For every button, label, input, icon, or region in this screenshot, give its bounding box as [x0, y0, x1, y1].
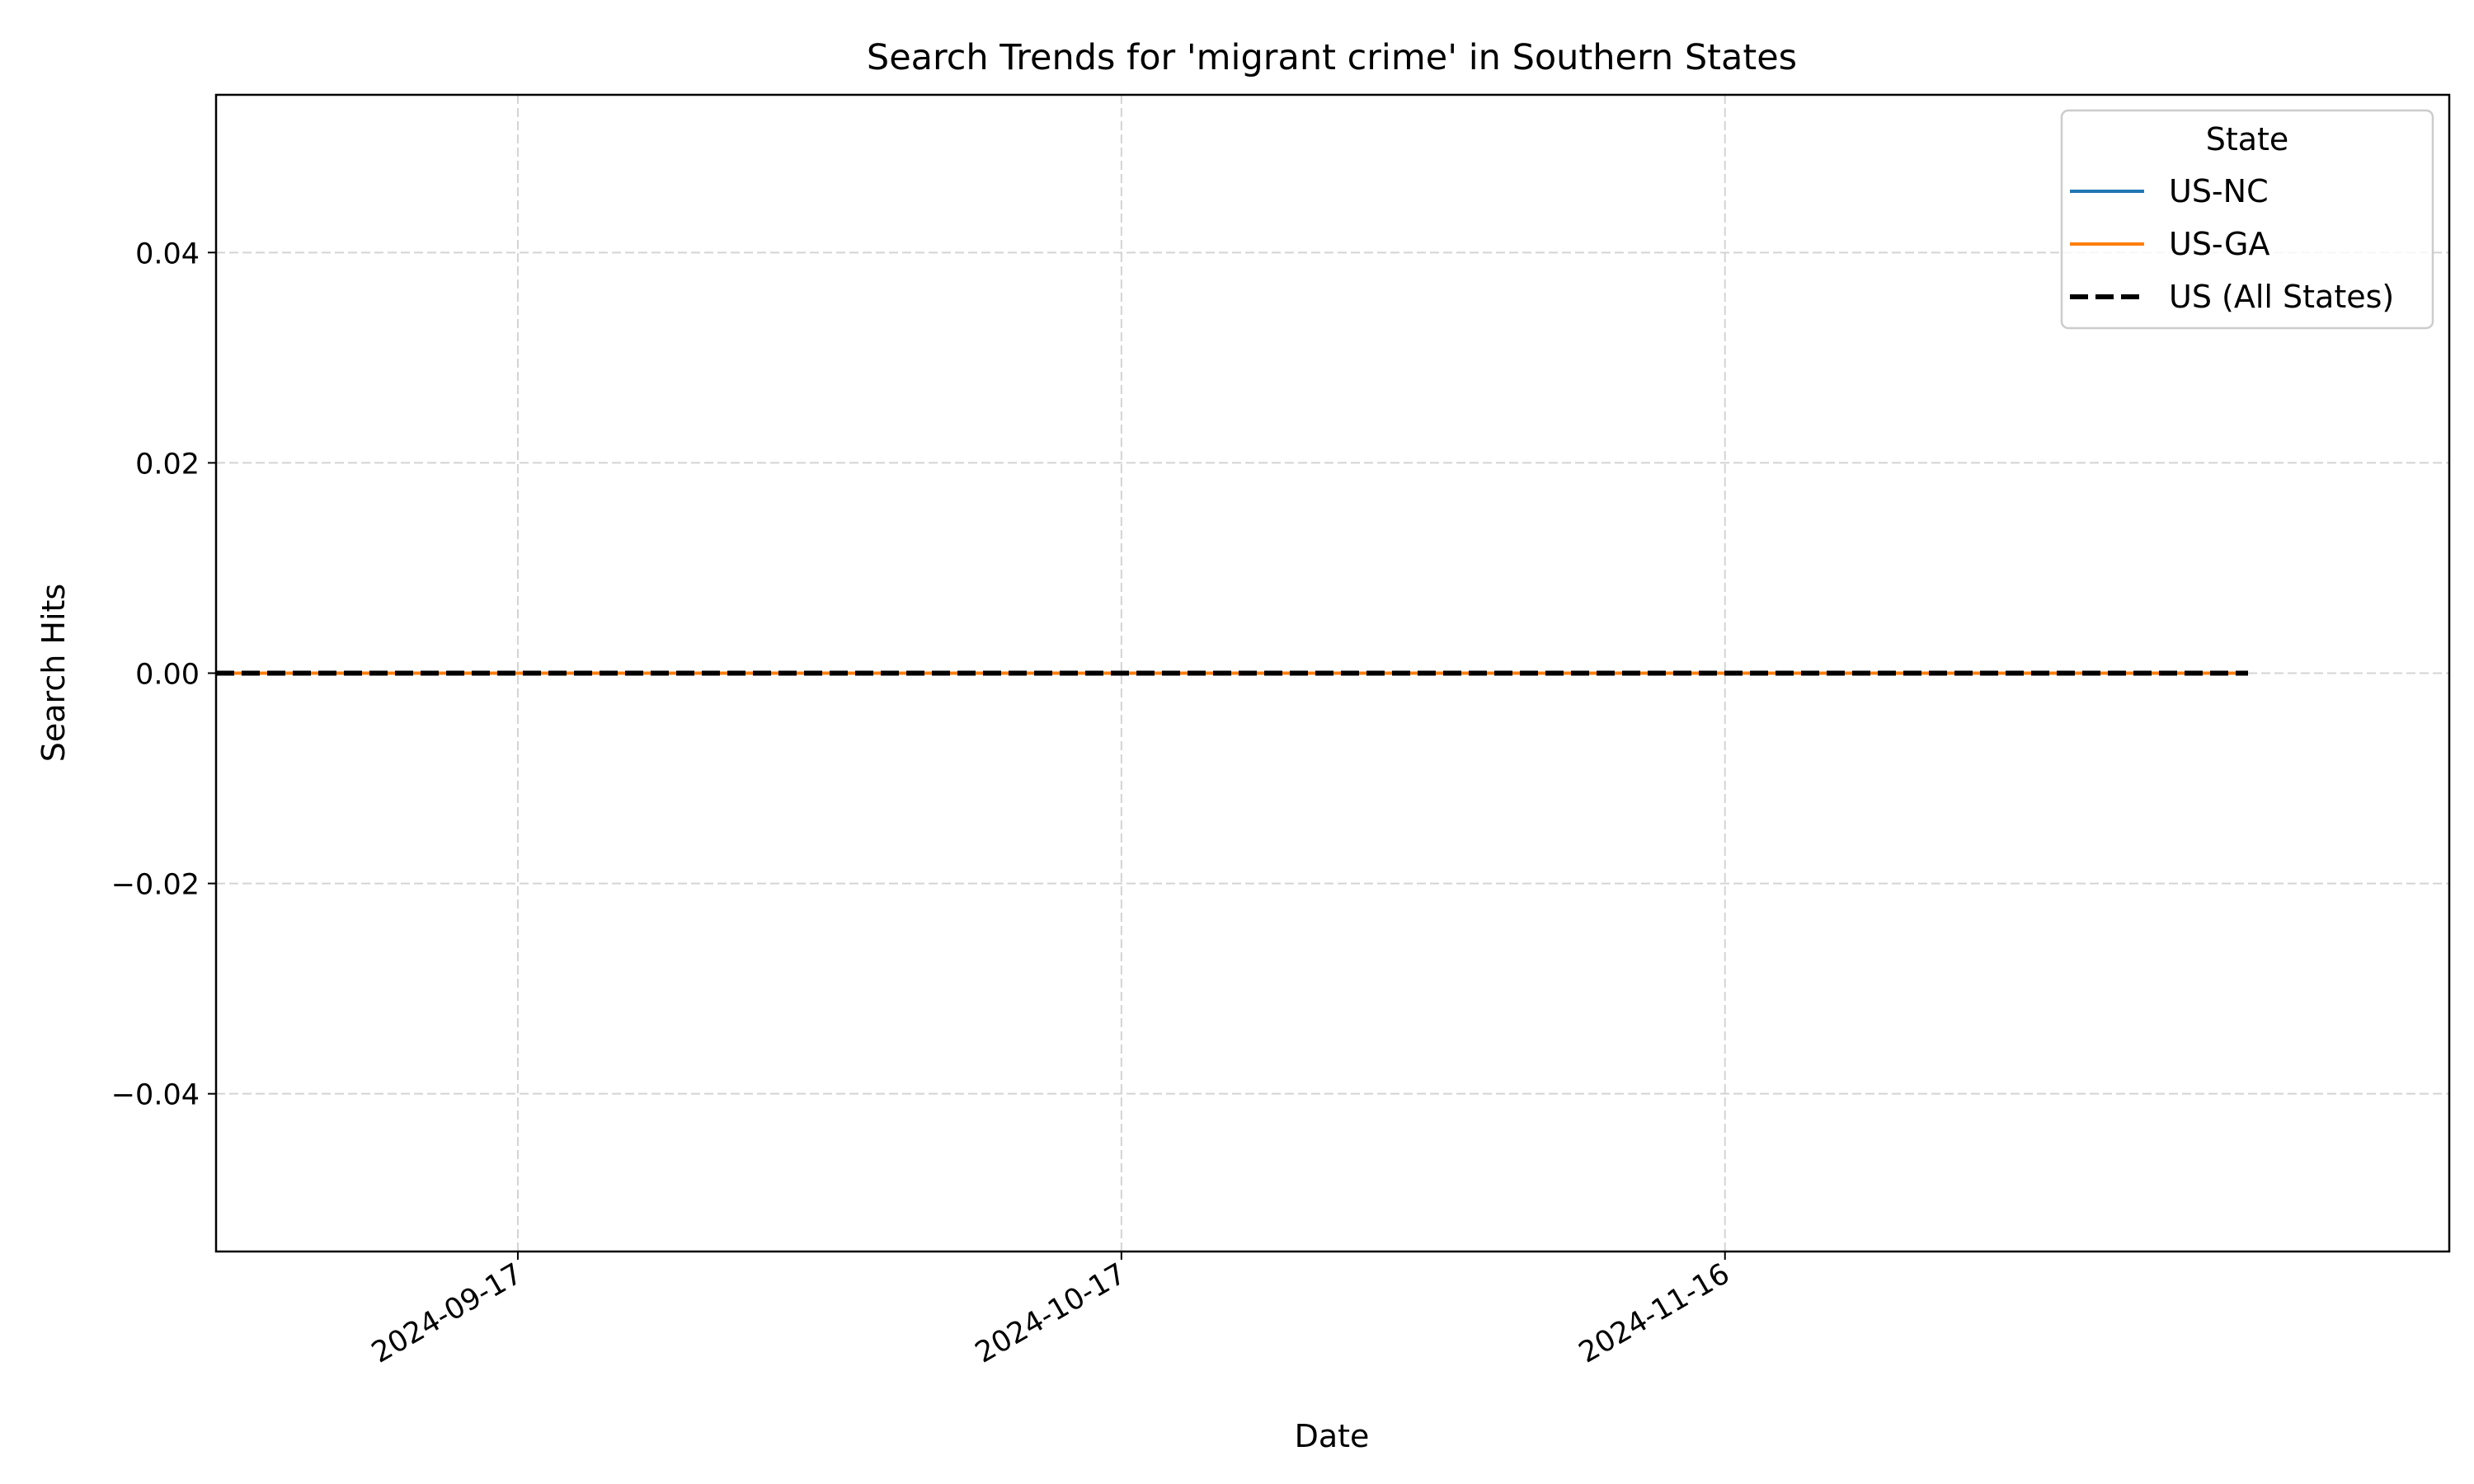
y-axis-label: Search Hits	[35, 584, 72, 762]
y-tick-label: −0.04	[111, 1079, 200, 1112]
legend-box	[2060, 109, 2434, 330]
legend-entries: US-NC US-GA US (All States)	[2070, 173, 2394, 315]
legend-label-us-all-states: US (All States)	[2169, 279, 2394, 315]
y-tick-label: 0.04	[135, 237, 200, 270]
y-tick-label: −0.02	[111, 869, 200, 902]
legend-label-us-nc: US-NC	[2169, 173, 2269, 209]
chart-title: Search Trends for 'migrant crime' in Sou…	[867, 37, 1797, 78]
y-tick-label: 0.02	[135, 448, 200, 481]
legend: State US-NC US-GA US (All States)	[2060, 109, 2434, 330]
legend-title: State	[2206, 121, 2289, 157]
x-axis-label: Date	[1295, 1418, 1370, 1454]
legend-label-us-ga: US-GA	[2169, 226, 2269, 262]
y-tick-label: 0.00	[135, 659, 200, 692]
